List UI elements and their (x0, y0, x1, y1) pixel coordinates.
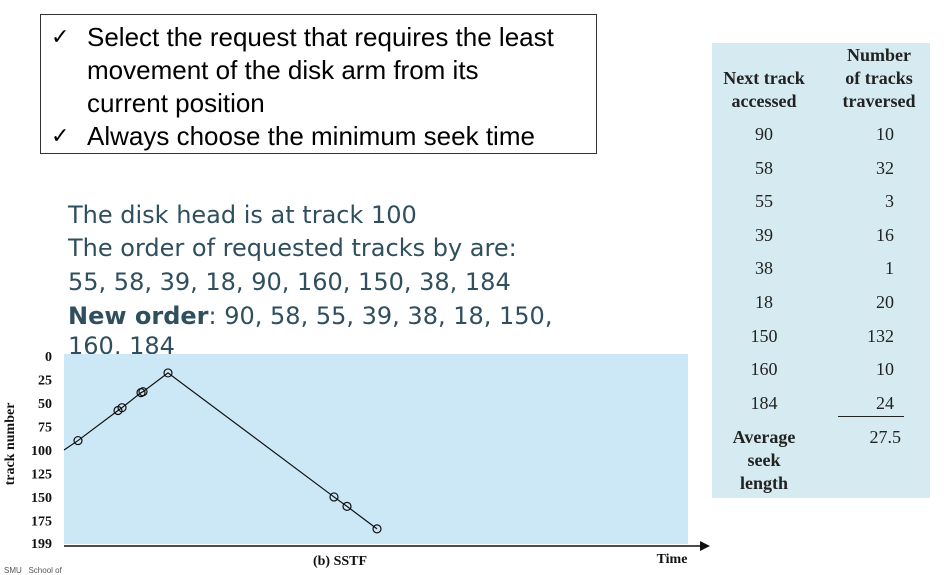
check-icon: ✓ (51, 124, 70, 149)
table-cell-track: 38 (755, 258, 773, 279)
y-axis-label: track number (3, 403, 18, 486)
sstf-chart: 0 25 50 75 100 125 150 175 199 track number (b) … (3, 350, 710, 569)
new-order-label: New order (68, 302, 209, 330)
new-order-values: : 90, 58, 55, 39, 38, 18, 150, (208, 302, 553, 330)
y-tick-label: 100 (31, 444, 52, 459)
bullet-1-line-3: current position (87, 88, 265, 118)
seek-point (342, 501, 352, 511)
y-tick-label: 0 (45, 350, 52, 365)
y-tick-label: 25 (38, 373, 52, 388)
bullet-2-line-1: Always choose the minimum seek time (87, 121, 535, 151)
col1-header-line1: Next track (723, 68, 805, 88)
table-cell-traversed: 32 (876, 157, 894, 178)
new-order-line: New order: 90, 58, 55, 39, 38, 18, 150, (68, 302, 552, 330)
col2-header-line2: of tracks (845, 68, 913, 88)
summary-box: ✓ Select the request that requires the l… (40, 14, 597, 154)
table-cell-traversed: 132 (867, 325, 894, 346)
request-order-list: 55, 58, 39, 18, 90, 160, 150, 38, 184 (68, 268, 511, 296)
y-tick-labels: 0 25 50 75 100 125 150 175 199 (31, 350, 52, 552)
table-cell-traversed: 10 (876, 359, 894, 380)
y-tick-label: 150 (31, 491, 52, 506)
sum-divider (838, 416, 904, 417)
table-cell-track: 58 (755, 157, 773, 178)
y-tick-label: 175 (31, 514, 52, 529)
seek-point (372, 524, 382, 534)
avg-label: Average seek length (712, 426, 816, 495)
logo-text-2: School of (28, 566, 62, 575)
check-icon: ✓ (51, 25, 70, 50)
seek-point (329, 492, 339, 502)
table-cell-track: 150 (750, 325, 778, 346)
table-cell-traversed: 24 (876, 392, 894, 413)
y-tick-label: 125 (31, 467, 52, 482)
seek-point (138, 387, 148, 397)
seek-point (73, 435, 83, 446)
avg-value: 27.5 (869, 427, 902, 447)
seek-line (63, 372, 378, 530)
table-cell-traversed: 3 (885, 191, 894, 212)
col2-header: Number of tracks traversed (834, 44, 924, 113)
chart-title: (b) SSTF (313, 554, 367, 569)
table-cell-track: 18 (755, 292, 773, 312)
table-cell-traversed: 20 (876, 292, 894, 312)
seek-path (63, 368, 382, 534)
col1-header-line2: accessed (731, 91, 797, 111)
col2-header-line1: Number (847, 45, 911, 65)
request-order-label: The order of requested tracks by are: (68, 234, 517, 262)
avg-label-line3: length (739, 473, 788, 493)
bullet-1-line-1: Select the request that requires the lea… (87, 22, 554, 52)
school-logo: SMU School of (4, 566, 62, 575)
y-tick-label: 75 (38, 420, 52, 435)
table-cell-traversed: 1 (885, 258, 894, 279)
bullet-1-line-2: movement of the disk arm from its (87, 55, 479, 85)
head-position-text: The disk head is at track 100 (68, 201, 417, 229)
avg-label-line2: seek (747, 450, 781, 470)
col2-header-line3: traversed (842, 91, 916, 111)
seek-point (163, 368, 173, 378)
table-cell-traversed: 16 (876, 224, 894, 245)
x-axis-arrow (700, 541, 710, 551)
table-cell-traversed: 10 (876, 124, 894, 144)
table-cell-track: 160 (750, 359, 778, 380)
seek-table: Next track accessed Number of tracks tra… (712, 43, 930, 498)
col1-header: Next track accessed (712, 67, 816, 113)
plot-area (64, 354, 688, 544)
avg-label-line1: Average (732, 427, 796, 447)
table-cell-track: 90 (755, 124, 773, 144)
y-tick-label: 199 (31, 537, 52, 552)
y-tick-label: 50 (38, 397, 52, 412)
table-cell-track: 39 (755, 224, 773, 245)
seek-point (117, 403, 127, 413)
table-cell-track: 184 (750, 392, 778, 413)
x-axis-label: Time (657, 552, 688, 567)
logo-text-1: SMU (4, 566, 22, 575)
table-cell-track: 55 (755, 191, 773, 212)
